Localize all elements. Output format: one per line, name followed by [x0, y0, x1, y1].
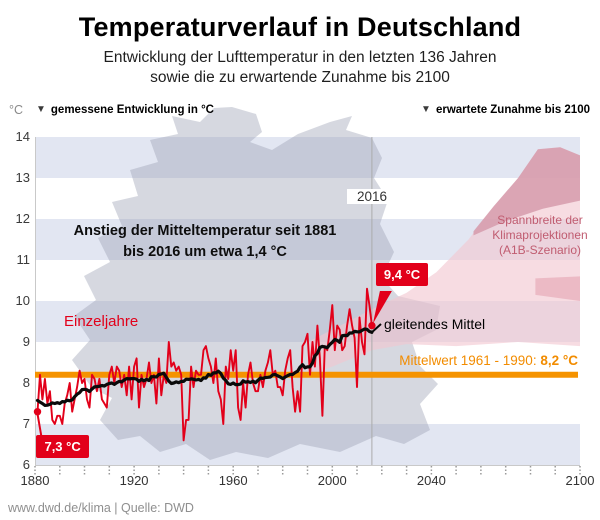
- series-label-einzeljahre: Einzeljahre: [64, 313, 139, 330]
- x-tick-label: 2000: [317, 473, 347, 488]
- subtitle-line2: sowie die zu erwartende Zunahme bis 2100: [150, 69, 450, 86]
- x-tick-label: 1880: [20, 473, 50, 488]
- projection-label-line3: (A1B-Szenario): [498, 243, 582, 257]
- x-tick-label: 1920: [119, 473, 149, 488]
- source-credit: www.dwd.de/klima | Quelle: DWD: [8, 501, 194, 515]
- series-label-gleitendes-mittel: gleitendes Mittel: [384, 316, 486, 332]
- reference-line-prefix: Mittelwert 1961 - 1990:: [399, 353, 541, 368]
- subtitle-line1: Entwicklung der Lufttemperatur in den le…: [103, 49, 497, 66]
- y-axis-unit-label: °C: [9, 103, 24, 117]
- projection-label: Spannbreite der Klimaprojektionen (A1B-S…: [478, 213, 600, 258]
- legend-measured: ▼ gemessene Entwicklung in °C: [36, 104, 214, 116]
- y-tick-label: 8: [22, 375, 30, 390]
- legend-measured-label: gemessene Entwicklung in °C: [50, 104, 214, 116]
- y-tick-label: 9: [22, 334, 30, 349]
- projection-label-line1: Spannbreite der: [497, 213, 583, 227]
- value-callout: 9,4 °C: [375, 263, 429, 286]
- annotation-temperature-rise: Anstieg der Mitteltemperatur seit 1881 b…: [55, 221, 355, 263]
- y-tick-label: 10: [15, 293, 30, 308]
- annotation-line2: bis 2016 um etwa 1,4 °C: [123, 244, 287, 260]
- reference-line-value: 8,2 °C: [540, 353, 578, 368]
- legend-expected: ▼ erwartete Zunahme bis 2100: [421, 104, 590, 116]
- x-tick-label: 1960: [218, 473, 248, 488]
- y-tick-label: 12: [15, 211, 30, 226]
- triangle-down-icon: ▼: [421, 104, 431, 115]
- reference-line-label: Mittelwert 1961 - 1990: 8,2 °C: [399, 353, 578, 368]
- x-tick-label: 2040: [416, 473, 446, 488]
- x-tick-label: 2100: [565, 473, 595, 488]
- annotation-line1: Anstieg der Mitteltemperatur seit 1881: [73, 223, 337, 239]
- triangle-down-icon: ▼: [36, 104, 46, 115]
- y-tick-label: 14: [15, 129, 30, 144]
- y-tick-label: 7: [22, 416, 30, 431]
- value-callout: 7,3 °C: [36, 435, 89, 458]
- y-tick-label: 6: [22, 457, 30, 472]
- projection-label-line2: Klimaprojektionen: [492, 228, 588, 242]
- y-tick-label: 13: [15, 170, 30, 185]
- y-tick-label: 11: [16, 252, 31, 267]
- page-title: Temperaturverlauf in Deutschland: [78, 12, 522, 42]
- marker-year-label: 2016: [347, 189, 397, 204]
- legend-expected-label: erwartete Zunahme bis 2100: [435, 104, 590, 116]
